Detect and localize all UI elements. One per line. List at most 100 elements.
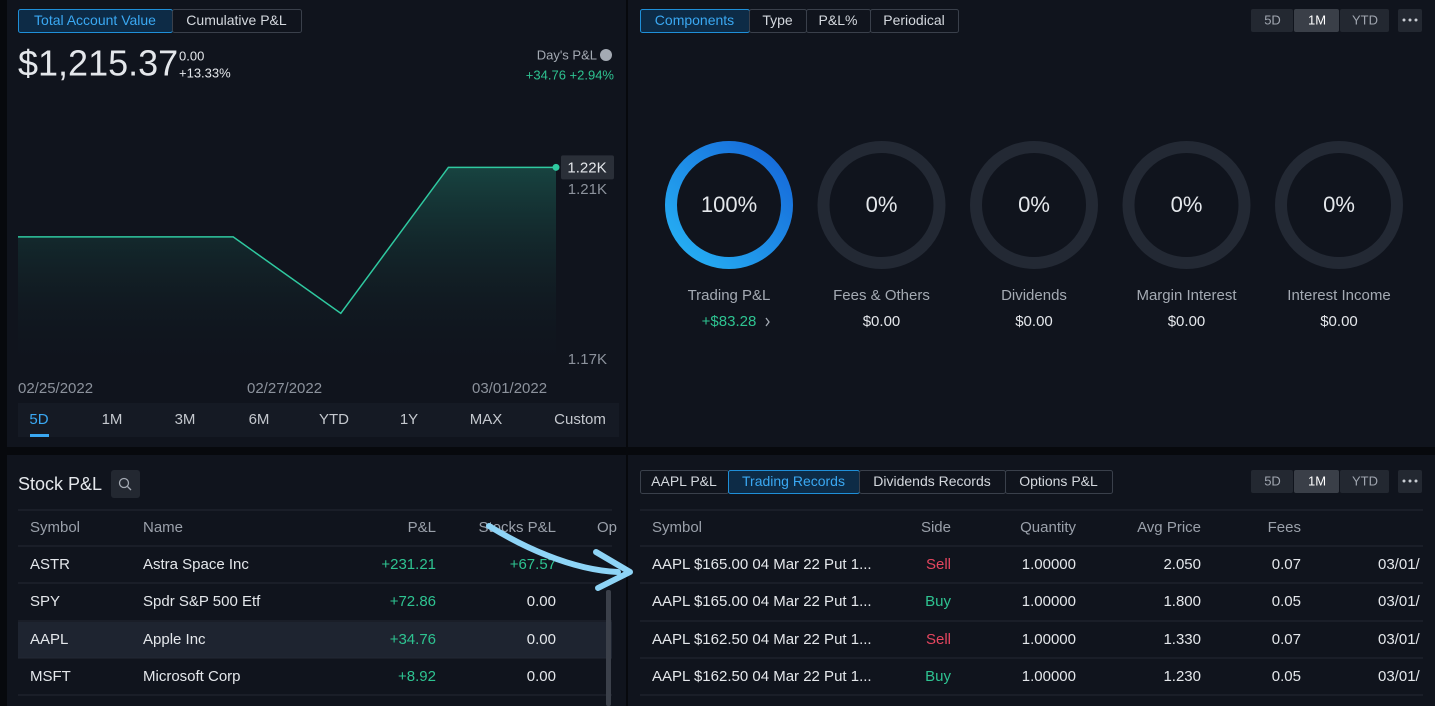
section-title: Stock P&L	[18, 474, 102, 494]
cell: 1.330	[1163, 631, 1201, 648]
annotation-arrow	[486, 523, 633, 591]
tab[interactable]	[1005, 470, 1113, 494]
component-label: Trading P&L	[688, 287, 771, 304]
ring-percent: 0%	[1323, 192, 1355, 217]
change: 0.00	[179, 48, 204, 63]
cell[interactable]: AAPL	[30, 631, 68, 648]
tab-label[interactable]: Trading Records	[742, 473, 845, 489]
x-label: 02/25/2022	[18, 380, 93, 397]
component-amount: $0.00	[863, 313, 901, 330]
cell[interactable]: ASTR	[30, 556, 70, 573]
cell: 2.050	[1163, 556, 1201, 573]
last-point	[552, 163, 560, 171]
cell: Buy	[925, 593, 951, 610]
area	[18, 167, 556, 375]
tab-label[interactable]: Total Account Value	[34, 12, 156, 28]
column-header: Symbol	[652, 519, 702, 536]
ring-arc	[665, 141, 793, 269]
column-header: Side	[921, 519, 951, 536]
component-label: Margin Interest	[1136, 287, 1237, 304]
range-option[interactable]: YTD	[319, 411, 349, 428]
period-label[interactable]: YTD	[1352, 12, 1378, 27]
cell: +34.76	[390, 631, 436, 648]
cell: 1.00000	[1022, 631, 1076, 648]
ring-track	[1275, 141, 1403, 269]
range-bar	[18, 403, 619, 437]
cell: Sell	[926, 631, 951, 648]
ring-track	[1122, 141, 1251, 269]
period-label[interactable]: 5D	[1264, 12, 1281, 27]
tab-label[interactable]: Components	[655, 12, 734, 28]
tab-label[interactable]: P&L%	[819, 12, 858, 28]
period-button[interactable]	[1340, 9, 1389, 32]
column-header: Quantity	[1020, 519, 1076, 536]
period-label[interactable]: YTD	[1352, 473, 1378, 488]
account-value: $1,215.37	[18, 43, 178, 84]
range-option[interactable]: MAX	[470, 411, 503, 428]
y-tick-label: 1.21K	[568, 181, 607, 198]
range-option[interactable]: 3M	[175, 411, 196, 428]
cell: 03/01/	[1378, 631, 1421, 648]
panel	[7, 455, 626, 706]
info-icon[interactable]	[600, 49, 612, 61]
row-highlight	[18, 622, 612, 658]
cell: Astra Space Inc	[143, 556, 249, 573]
more-dot	[1414, 479, 1418, 483]
cell: +231.21	[381, 556, 436, 573]
search-icon	[118, 477, 130, 489]
column-header: Name	[143, 519, 183, 536]
cell: Microsoft Corp	[143, 668, 241, 685]
period-button[interactable]	[1340, 470, 1389, 493]
tab[interactable]	[172, 9, 302, 33]
cell: 0.05	[1272, 593, 1301, 610]
range-option[interactable]: 6M	[249, 411, 270, 428]
cell: +72.86	[390, 593, 436, 610]
cell: 03/01/	[1378, 668, 1421, 685]
component-label: Dividends	[1001, 287, 1067, 304]
range-underline	[30, 434, 49, 437]
period-button[interactable]	[1251, 9, 1293, 32]
more-dot	[1402, 18, 1406, 22]
y-tick-label: 1.17K	[568, 351, 607, 368]
tab-label[interactable]: Periodical	[883, 12, 944, 28]
period-label[interactable]: 1M	[1308, 12, 1326, 27]
tab-label[interactable]: Type	[762, 12, 793, 28]
tab-label[interactable]: Options P&L	[1019, 473, 1098, 489]
period-label[interactable]: 1M	[1308, 473, 1326, 488]
component-label: Fees & Others	[833, 287, 930, 304]
tab-label[interactable]: Cumulative P&L	[186, 12, 287, 28]
component-amount[interactable]: +$83.28	[702, 313, 757, 330]
period-button[interactable]	[1294, 470, 1339, 493]
tab-label[interactable]: AAPL P&L	[651, 473, 717, 489]
x-label: 02/27/2022	[247, 380, 322, 397]
cell: 1.00000	[1022, 668, 1076, 685]
component-amount: $0.00	[1015, 313, 1053, 330]
cell[interactable]: MSFT	[30, 668, 71, 685]
period-label[interactable]: 5D	[1264, 473, 1281, 488]
tab[interactable]	[870, 9, 959, 33]
column-header: Fees	[1268, 519, 1301, 536]
tab-label[interactable]: Dividends Records	[873, 473, 991, 489]
change-pct: +13.33%	[179, 65, 231, 80]
ring-track	[817, 141, 946, 269]
cell: +8.92	[398, 668, 436, 685]
more-dot	[1402, 479, 1406, 483]
search-button[interactable]	[111, 470, 140, 498]
more-dot	[1408, 18, 1412, 22]
range-option[interactable]: 5D	[29, 411, 48, 428]
period-button[interactable]	[1251, 470, 1293, 493]
ring-percent: 0%	[1171, 192, 1203, 217]
cell: 0.07	[1272, 556, 1301, 573]
range-option[interactable]: Custom	[554, 411, 606, 428]
cell[interactable]: SPY	[30, 593, 60, 610]
range-option[interactable]: 1Y	[400, 411, 418, 428]
period-button[interactable]	[1294, 9, 1339, 32]
last-badge	[561, 155, 614, 180]
search-handle	[127, 486, 132, 491]
last-label: 1.22K	[567, 159, 606, 176]
cell: 1.800	[1163, 593, 1201, 610]
cell: 1.00000	[1022, 593, 1076, 610]
range-option[interactable]: 1M	[102, 411, 123, 428]
cell: AAPL $162.50 04 Mar 22 Put 1...	[652, 631, 872, 648]
